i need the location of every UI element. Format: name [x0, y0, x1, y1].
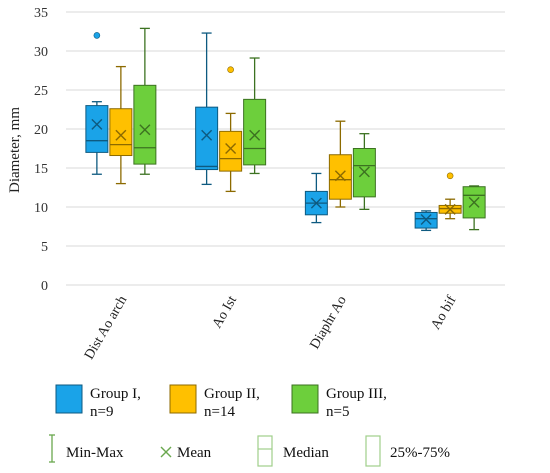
iqr-box — [328, 154, 352, 200]
iqr-box — [243, 98, 267, 166]
y-tick-label: 35 — [34, 6, 48, 21]
legend-label-line: Group III, — [326, 386, 387, 402]
y-axis: 0 5 10 15 20 25 30 35 — [34, 6, 48, 294]
box-group — [462, 185, 486, 231]
median-icon — [257, 435, 273, 467]
legend-swatch — [169, 384, 197, 414]
mean-icon — [160, 446, 172, 458]
x-tick-label: Ao Ist — [210, 293, 240, 331]
outlier-point — [446, 172, 454, 180]
legend-label-line: Group I, — [90, 386, 141, 402]
iqr-box — [195, 106, 219, 171]
mean-marker — [91, 118, 103, 130]
mean-marker — [249, 129, 261, 141]
mean-marker — [444, 203, 456, 215]
x-tick-label: Diaphr Ao — [307, 294, 349, 352]
mean-marker — [334, 170, 346, 182]
mean-marker — [310, 197, 322, 209]
plot-area — [85, 27, 486, 232]
x-tick-label: Dist Ao arch — [82, 294, 130, 363]
box-group — [219, 66, 243, 193]
key-mean: Mean — [160, 445, 212, 461]
legend-swatch — [291, 384, 319, 414]
key-iqr-label: 25%-75% — [390, 445, 450, 461]
box-group — [195, 32, 219, 186]
key-iqr: 25%-75% — [365, 435, 450, 467]
key-median-label: Median — [283, 445, 329, 461]
box-group — [352, 133, 376, 210]
y-tick-label: 20 — [34, 123, 48, 138]
legend-item: Group I, n=9 — [55, 384, 141, 420]
iqr-box — [133, 84, 157, 165]
mean-marker — [115, 129, 127, 141]
legend-label: Group III, n=5 — [326, 386, 387, 420]
iqr-icon — [365, 435, 381, 467]
box-group — [328, 120, 352, 208]
legend-label-line: n=14 — [204, 404, 235, 420]
mean-marker — [468, 196, 480, 208]
x-axis: Dist Ao arch Ao Ist Diaphr Ao Ao bif — [82, 293, 460, 362]
legend-label-line: n=9 — [90, 404, 113, 420]
iqr-box — [109, 108, 133, 157]
x-tick-label: Ao bif — [429, 293, 460, 332]
box-group — [85, 32, 109, 175]
outlier-point — [227, 66, 234, 74]
legend-item: Group II, n=14 — [169, 384, 260, 420]
mean-marker — [201, 129, 213, 141]
y-tick-label: 30 — [34, 45, 48, 60]
key-minmax: Min-Max — [49, 434, 124, 463]
key-median: Median — [257, 435, 329, 467]
key-mean-label: Mean — [177, 445, 212, 461]
box-group — [243, 57, 267, 175]
iqr-box — [219, 130, 243, 172]
glyph-key: Min-Max Mean Median 25%-75% — [49, 434, 450, 467]
legend-label: Group II, n=14 — [204, 386, 260, 420]
iqr-box — [85, 105, 109, 153]
mean-marker — [358, 166, 370, 178]
mean-marker — [139, 124, 151, 136]
outlier-point — [93, 32, 101, 39]
y-tick-label: 25 — [34, 84, 48, 99]
y-tick-label: 15 — [34, 162, 48, 177]
y-tick-label: 5 — [41, 240, 48, 255]
y-tick-label: 0 — [41, 279, 48, 294]
legend-label-line: n=5 — [326, 404, 349, 420]
key-minmax-label: Min-Max — [66, 445, 124, 461]
box-group — [133, 27, 157, 175]
box-group — [109, 65, 133, 185]
legend-label-line: Group II, — [204, 386, 260, 402]
y-tick-label: 10 — [34, 201, 48, 216]
box-group — [414, 210, 438, 232]
mean-marker — [420, 213, 432, 225]
box-group — [438, 172, 462, 220]
legend: Group I, n=9 Group II, n=14 Group III, n=5 — [55, 384, 387, 420]
mean-marker — [225, 143, 237, 154]
y-axis-label: Diameter, mm — [7, 107, 23, 193]
box-group — [304, 172, 328, 224]
legend-swatch — [55, 384, 83, 414]
legend-label: Group I, n=9 — [90, 386, 141, 420]
legend-item: Group III, n=5 — [291, 384, 387, 420]
